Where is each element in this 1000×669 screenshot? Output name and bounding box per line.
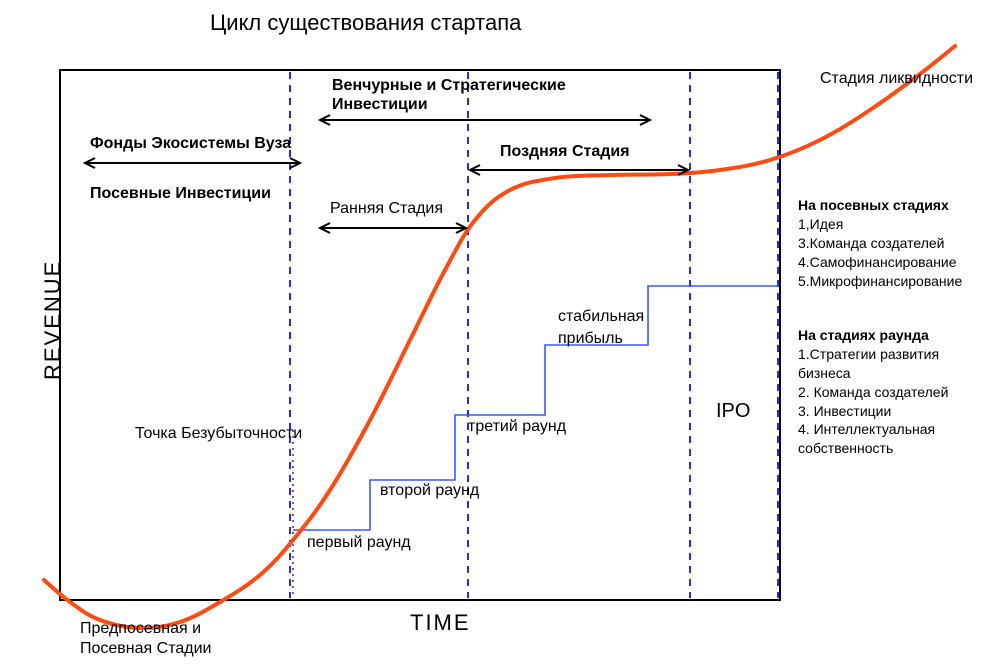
label-ipo: IPO [716,400,750,423]
side-seed-block: На посевных стадиях 1,Идея 3.Команда соз… [798,196,988,290]
label-venture-l2: Инвестиции [332,96,428,113]
label-preseed-l1: Предпосевная и [80,620,201,638]
x-axis-label: TIME [410,610,471,636]
side-seed-heading: На посевных стадиях [798,196,988,215]
y-axis-label: REVENUE [40,260,66,380]
label-early-stage: Ранняя Стадия [330,200,443,218]
diagram-stage: Цикл существования стартапа REVENUE TIME… [0,0,1000,669]
side-round-item: 2. Команда создателей [798,383,988,402]
label-round-2: второй раунд [380,482,479,500]
label-round-3: третий раунд [468,418,566,436]
side-round-block: На стадиях раунда 1.Стратегии развития б… [798,326,988,458]
label-venture: Венчурные и Стратегические Инвестиции [332,76,566,114]
side-round-item: 1.Стратегии развития бизнеса [798,345,988,383]
label-preseed-l2: Посевная Стадии [80,640,211,658]
side-round-item: 3. Инвестиции [798,402,988,421]
label-seed-investments: Посевные Инвестиции [90,184,271,203]
diagram-title: Цикл существования стартапа [210,10,521,36]
label-breakeven: Точка Безубыточности [135,425,302,443]
side-seed-item: 5.Микрофинансирование [798,272,988,291]
label-stable-l2: прибыль [558,330,623,348]
label-late-stage: Поздняя Стадия [500,142,630,161]
side-round-heading: На стадиях раунда [798,326,988,345]
label-liquidity: Стадия ликвидности [820,70,973,88]
side-seed-item: 3.Команда создателей [798,234,988,253]
label-round-1: первый раунд [307,534,411,552]
label-funds: Фонды Экосистемы Вуза [90,134,291,153]
side-seed-item: 4.Самофинансирование [798,253,988,272]
label-venture-l1: Венчурные и Стратегические [332,77,566,94]
side-round-item: 4. Интеллектуальная собственность [798,420,988,458]
label-stable-l1: стабильная [558,308,644,326]
side-seed-item: 1,Идея [798,215,988,234]
